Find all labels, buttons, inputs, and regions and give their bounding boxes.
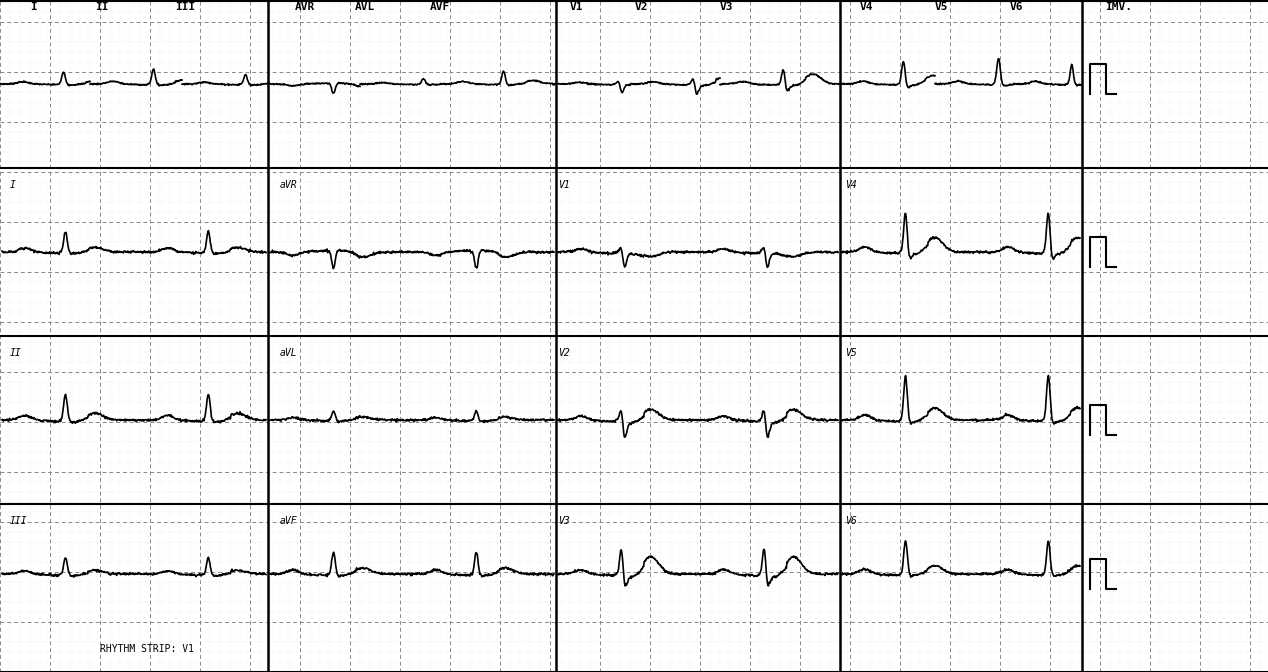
Text: V1: V1 — [558, 180, 569, 190]
Text: V1: V1 — [571, 2, 583, 12]
Text: IMV.: IMV. — [1104, 2, 1132, 12]
Text: V5: V5 — [844, 348, 857, 358]
Text: RHYTHM STRIP: V1: RHYTHM STRIP: V1 — [100, 644, 194, 654]
Text: AVL: AVL — [355, 2, 375, 12]
Text: aVF: aVF — [280, 516, 298, 526]
Text: aVL: aVL — [280, 348, 298, 358]
Text: II: II — [95, 2, 109, 12]
Text: I: I — [30, 2, 37, 12]
Text: V2: V2 — [558, 348, 569, 358]
Text: V6: V6 — [844, 516, 857, 526]
Text: III: III — [10, 516, 28, 526]
Text: AVF: AVF — [430, 2, 450, 12]
Text: I: I — [10, 180, 16, 190]
Text: V3: V3 — [720, 2, 733, 12]
Text: III: III — [175, 2, 195, 12]
Text: II: II — [10, 348, 22, 358]
Text: V4: V4 — [844, 180, 857, 190]
Text: V3: V3 — [558, 516, 569, 526]
Text: AVR: AVR — [295, 2, 316, 12]
Text: aVR: aVR — [280, 180, 298, 190]
Text: V5: V5 — [935, 2, 948, 12]
Text: V2: V2 — [635, 2, 648, 12]
Text: V6: V6 — [1011, 2, 1023, 12]
Text: V4: V4 — [860, 2, 874, 12]
